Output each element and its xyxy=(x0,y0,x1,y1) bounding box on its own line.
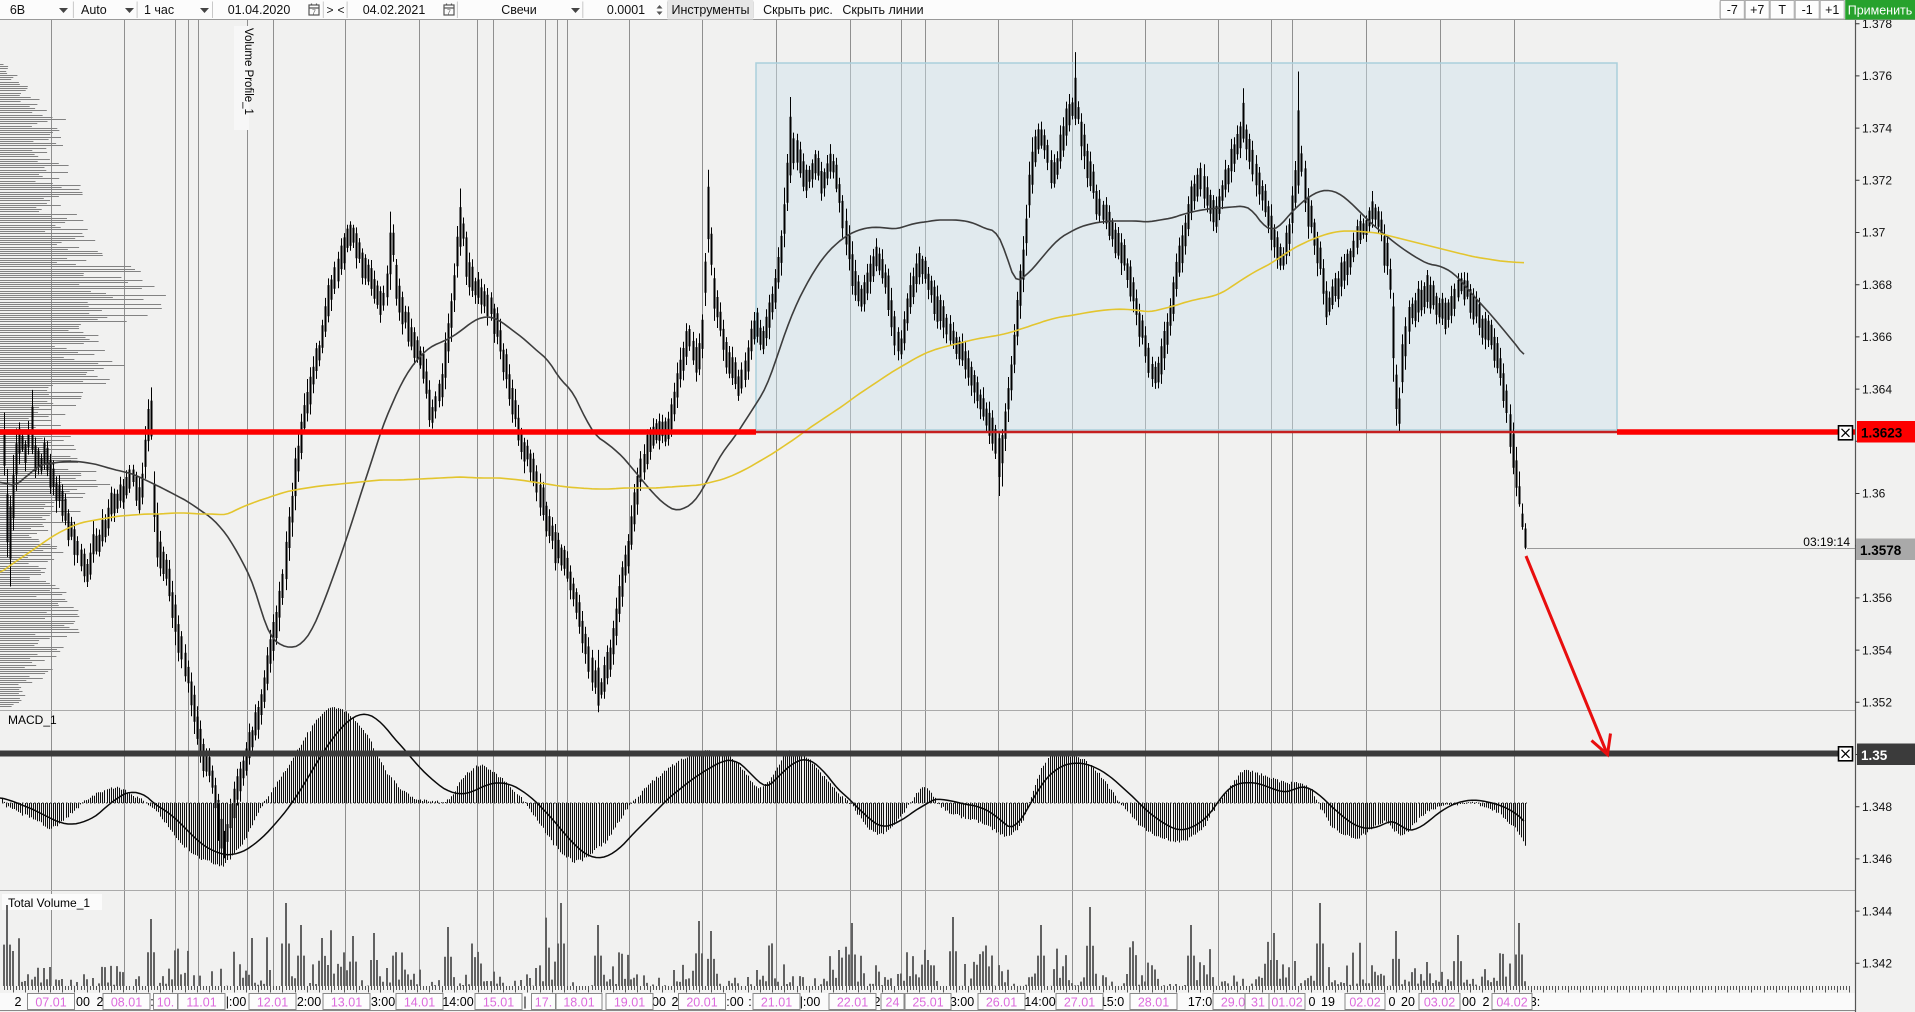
svg-text:13.01: 13.01 xyxy=(331,996,362,1010)
svg-text::: : xyxy=(150,995,153,1009)
svg-text:18.01: 18.01 xyxy=(563,996,594,1010)
svg-text:Применить: Применить xyxy=(1848,4,1913,18)
svg-text:04.02: 04.02 xyxy=(1496,996,1527,1010)
svg-text:1.344: 1.344 xyxy=(1862,904,1892,918)
svg-text:Скрыть линии: Скрыть линии xyxy=(842,3,923,17)
svg-text:28.01: 28.01 xyxy=(1138,996,1169,1010)
svg-text:11.01: 11.01 xyxy=(186,996,216,1010)
svg-text:03.02: 03.02 xyxy=(1424,996,1455,1010)
svg-text:>: > xyxy=(326,3,333,17)
svg-text:<: < xyxy=(337,3,344,17)
svg-text:1.35: 1.35 xyxy=(1861,748,1888,763)
svg-text:00: 00 xyxy=(652,995,666,1009)
svg-text:Инструменты: Инструменты xyxy=(672,3,750,17)
svg-text:-1: -1 xyxy=(1802,3,1813,17)
svg-text:Total Volume_1: Total Volume_1 xyxy=(8,896,90,910)
svg-text::: : xyxy=(748,995,751,1009)
svg-text:10.: 10. xyxy=(157,996,174,1010)
svg-text:1.354: 1.354 xyxy=(1862,643,1892,657)
svg-text:01.02: 01.02 xyxy=(1271,996,1302,1010)
svg-text:1.378: 1.378 xyxy=(1862,17,1892,31)
svg-text:04.02.2021: 04.02.2021 xyxy=(363,3,426,17)
svg-text:19: 19 xyxy=(1321,995,1335,1009)
svg-text:14.01: 14.01 xyxy=(404,996,435,1010)
svg-text:0: 0 xyxy=(1389,995,1396,1009)
svg-text:08.01: 08.01 xyxy=(111,996,142,1010)
svg-text:20: 20 xyxy=(1401,995,1415,1009)
svg-text:1.346: 1.346 xyxy=(1862,852,1892,866)
svg-text:24: 24 xyxy=(886,996,900,1010)
svg-text:0.0001: 0.0001 xyxy=(607,3,645,17)
svg-text:00: 00 xyxy=(76,995,90,1009)
svg-text:15:0: 15:0 xyxy=(1100,995,1124,1009)
svg-text:02.02: 02.02 xyxy=(1349,996,1380,1010)
svg-text:T: T xyxy=(1778,3,1786,17)
svg-text:1.36: 1.36 xyxy=(1862,487,1886,501)
svg-text:Скрыть рис.: Скрыть рис. xyxy=(763,3,833,17)
svg-text:3:00: 3:00 xyxy=(950,995,974,1009)
svg-text:1.376: 1.376 xyxy=(1862,69,1892,83)
svg-text:7: 7 xyxy=(447,10,451,17)
svg-text:25.01: 25.01 xyxy=(912,996,943,1010)
svg-text:2: 2 xyxy=(874,995,881,1009)
svg-text:1.368: 1.368 xyxy=(1862,278,1892,292)
svg-text:Свечи: Свечи xyxy=(501,3,537,17)
svg-text:1.374: 1.374 xyxy=(1862,121,1892,135)
svg-text:+1: +1 xyxy=(1825,3,1839,17)
svg-text:27.01: 27.01 xyxy=(1064,996,1095,1010)
svg-text:2: 2 xyxy=(672,995,679,1009)
svg-text:12.01: 12.01 xyxy=(257,996,288,1010)
svg-text:1.352: 1.352 xyxy=(1862,696,1892,710)
svg-text:MACD_1: MACD_1 xyxy=(8,713,57,727)
svg-text:1.356: 1.356 xyxy=(1862,591,1892,605)
svg-text:2: 2 xyxy=(97,995,104,1009)
svg-text:0: 0 xyxy=(1309,995,1316,1009)
svg-text:17.: 17. xyxy=(535,996,552,1010)
svg-text:1.366: 1.366 xyxy=(1862,330,1892,344)
svg-text:01.04.2020: 01.04.2020 xyxy=(228,3,291,17)
svg-text:6B: 6B xyxy=(10,3,25,17)
svg-text:1.364: 1.364 xyxy=(1862,382,1892,396)
svg-text:00: 00 xyxy=(1462,995,1476,1009)
svg-text:2:00: 2:00 xyxy=(297,995,321,1009)
svg-text:|:00: |:00 xyxy=(226,995,247,1009)
svg-text:1.3578: 1.3578 xyxy=(1860,543,1902,558)
svg-text:Volume Profile_1: Volume Profile_1 xyxy=(242,28,254,115)
svg-text:3:00: 3:00 xyxy=(371,995,395,1009)
svg-text:14:00: 14:00 xyxy=(442,995,473,1009)
svg-text:26.01: 26.01 xyxy=(986,996,1017,1010)
svg-text:1.372: 1.372 xyxy=(1862,174,1892,188)
svg-text:03:19:14: 03:19:14 xyxy=(1803,535,1850,549)
svg-text:2: 2 xyxy=(15,995,22,1009)
svg-text:20.01: 20.01 xyxy=(686,996,717,1010)
svg-text:3:: 3: xyxy=(1530,995,1540,1009)
svg-text:1.342: 1.342 xyxy=(1862,957,1892,971)
svg-text:22.01: 22.01 xyxy=(837,996,868,1010)
svg-text:Auto: Auto xyxy=(81,3,107,17)
svg-text:1 час: 1 час xyxy=(144,3,174,17)
svg-text:14:00: 14:00 xyxy=(1024,995,1055,1009)
svg-text:07.01: 07.01 xyxy=(35,996,66,1010)
svg-text:19.01: 19.01 xyxy=(614,996,645,1010)
svg-text:-7: -7 xyxy=(1727,3,1738,17)
svg-text:1.348: 1.348 xyxy=(1862,800,1892,814)
svg-text:|: | xyxy=(523,995,526,1009)
svg-text:1.3623: 1.3623 xyxy=(1861,426,1903,441)
svg-text:2: 2 xyxy=(1483,995,1490,1009)
svg-text:31: 31 xyxy=(1251,996,1265,1010)
svg-text:|:00: |:00 xyxy=(800,995,821,1009)
svg-text:15.01: 15.01 xyxy=(483,996,514,1010)
svg-text:1.37: 1.37 xyxy=(1862,226,1886,240)
svg-text::00: :00 xyxy=(726,995,743,1009)
svg-text:21.01: 21.01 xyxy=(761,996,792,1010)
svg-text:7: 7 xyxy=(312,10,316,17)
svg-text:17:0: 17:0 xyxy=(1188,995,1212,1009)
svg-text:+7: +7 xyxy=(1750,3,1764,17)
svg-text:29.01: 29.01 xyxy=(1221,996,1252,1010)
